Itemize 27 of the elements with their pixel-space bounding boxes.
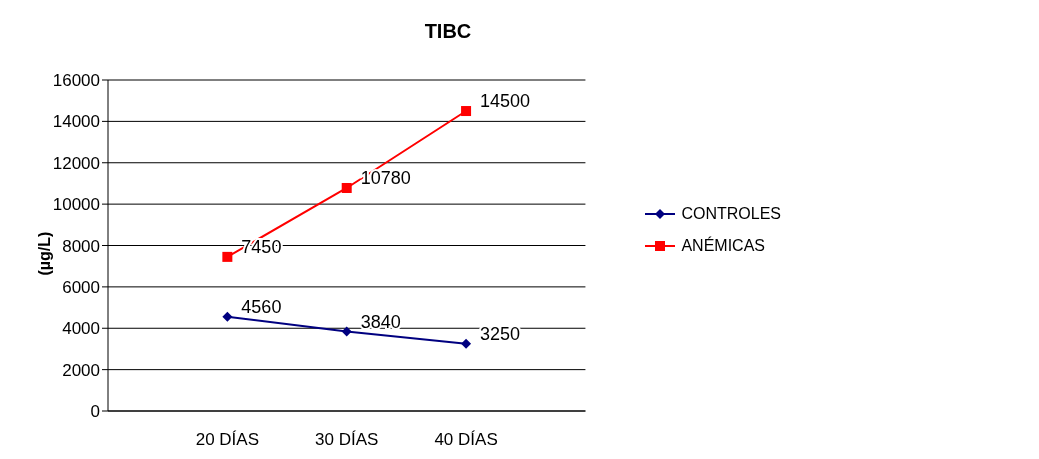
point <box>341 326 352 337</box>
chart-title: TIBC <box>423 20 473 43</box>
x-tick-label: 40 DÍAS <box>434 430 498 450</box>
y-axis-title: (µg/L) <box>35 231 53 276</box>
data-label: 4560 <box>241 297 282 318</box>
data-label: 14500 <box>480 91 531 112</box>
legend-label: CONTROLES <box>681 204 781 223</box>
data-label: 10780 <box>360 168 411 189</box>
y-tick-label: 14000 <box>52 112 100 132</box>
point <box>341 182 352 193</box>
point <box>222 311 233 322</box>
point <box>461 338 472 349</box>
y-tick-label: 10000 <box>52 195 100 215</box>
point <box>461 106 472 117</box>
data-label: 3250 <box>480 324 521 345</box>
y-tick-label: 4000 <box>62 319 100 339</box>
data-label: 3840 <box>360 311 401 332</box>
x-tick-label: 30 DÍAS <box>315 430 379 450</box>
y-tick-label: 0 <box>90 402 100 422</box>
legend-label: ANÉMICAS <box>681 236 765 255</box>
y-tick-label: 2000 <box>62 360 100 380</box>
y-tick-label: 8000 <box>62 236 100 256</box>
point <box>222 251 233 262</box>
y-tick-label: 6000 <box>62 277 100 297</box>
y-tick-label: 16000 <box>52 71 100 91</box>
y-tick-label: 12000 <box>52 153 100 173</box>
x-tick-label: 20 DÍAS <box>195 430 260 450</box>
